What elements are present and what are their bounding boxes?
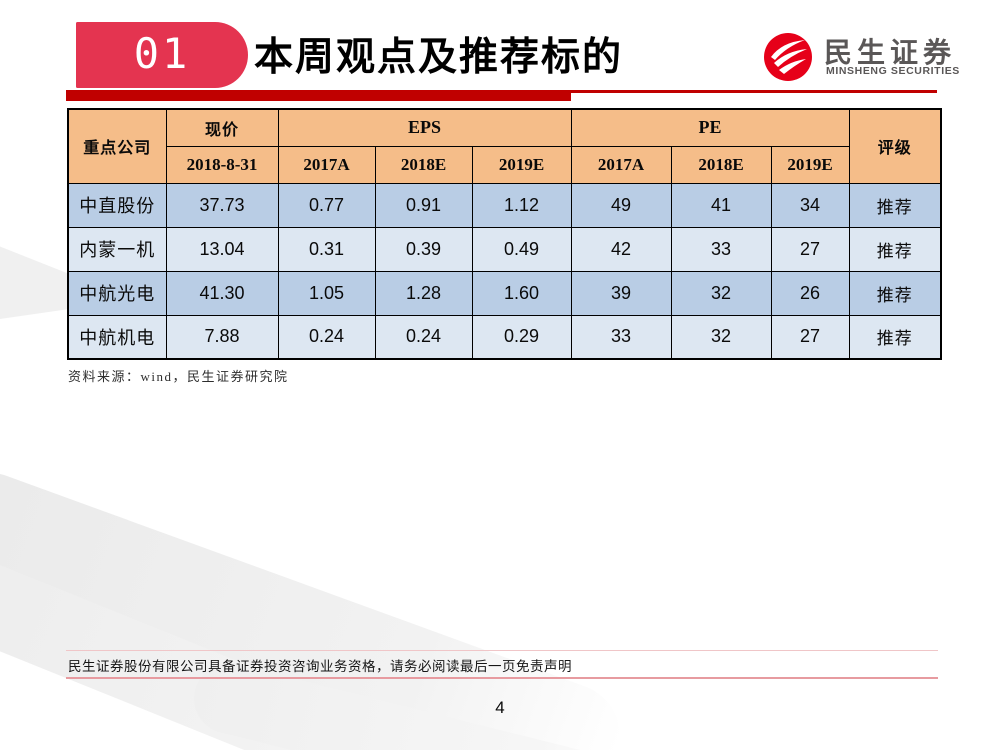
cell-eps: 0.39 (374, 226, 473, 272)
cell-pe: 27 (770, 314, 850, 360)
page-number: 4 (495, 698, 505, 717)
col-header-eps-2019e: 2019E (471, 145, 572, 184)
footer-divider-top (66, 650, 938, 651)
cell-eps: 0.91 (374, 182, 473, 228)
cell-eps: 1.28 (374, 270, 473, 316)
col-header-price: 现价 (165, 108, 279, 147)
title-underline-thick (66, 90, 571, 101)
col-header-eps-2018e: 2018E (374, 145, 473, 184)
title-underline-thin (571, 90, 937, 93)
cell-eps: 0.29 (471, 314, 572, 360)
cell-price: 7.88 (165, 314, 279, 360)
cell-company: 中直股份 (67, 182, 167, 228)
cell-company: 内蒙一机 (67, 226, 167, 272)
cell-eps: 0.31 (277, 226, 376, 272)
col-group-eps: EPS (277, 108, 572, 147)
page-title: 本周观点及推荐标的 (254, 36, 624, 79)
logo-name-cn: 民生证券 (824, 37, 957, 68)
cell-price: 13.04 (165, 226, 279, 272)
cell-pe: 32 (670, 314, 772, 360)
footer-divider-bottom (66, 677, 938, 679)
cell-pe: 33 (670, 226, 772, 272)
cell-pe: 49 (570, 182, 672, 228)
cell-rating: 推荐 (848, 314, 942, 360)
col-header-eps-2017a: 2017A (277, 145, 376, 184)
col-header-price-date: 2018-8-31 (165, 145, 279, 184)
cell-price: 37.73 (165, 182, 279, 228)
cell-company: 中航光电 (67, 270, 167, 316)
cell-pe: 33 (570, 314, 672, 360)
cell-company: 中航机电 (67, 314, 167, 360)
section-number: 01 (133, 29, 191, 78)
cell-rating: 推荐 (848, 270, 942, 316)
cell-rating: 推荐 (848, 182, 942, 228)
col-header-pe-2018e: 2018E (670, 145, 772, 184)
col-header-company: 重点公司 (67, 108, 167, 184)
footer-disclaimer: 民生证券股份有限公司具备证券投资咨询业务资格，请务必阅读最后一页免责声明 (68, 659, 572, 674)
cell-pe: 26 (770, 270, 850, 316)
cell-pe: 42 (570, 226, 672, 272)
col-header-pe-2019e: 2019E (770, 145, 850, 184)
col-group-pe: PE (570, 108, 850, 147)
cell-eps: 0.77 (277, 182, 376, 228)
cell-pe: 32 (670, 270, 772, 316)
cell-eps: 0.24 (374, 314, 473, 360)
logo-name-en: MINSHENG SECURITIES (826, 65, 960, 77)
cell-rating: 推荐 (848, 226, 942, 272)
cell-pe: 39 (570, 270, 672, 316)
stock-table: 重点公司 现价 EPS PE 评级 2018-8-31 2017A 2018E … (67, 108, 943, 360)
minsheng-logo: 民生证券 MINSHENG SECURITIES (764, 31, 974, 85)
cell-pe: 34 (770, 182, 850, 228)
col-header-rating: 评级 (848, 108, 942, 184)
table-row: 内蒙一机 13.04 0.31 0.39 0.49 42 33 27 推荐 (67, 226, 942, 272)
cell-eps: 1.12 (471, 182, 572, 228)
cell-eps: 0.24 (277, 314, 376, 360)
cell-pe: 27 (770, 226, 850, 272)
table-row: 中航光电 41.30 1.05 1.28 1.60 39 32 26 推荐 (67, 270, 942, 316)
col-header-pe-2017a: 2017A (570, 145, 672, 184)
source-note: 资料来源：wind，民生证券研究院 (68, 369, 289, 384)
table-row: 中航机电 7.88 0.24 0.24 0.29 33 32 27 推荐 (67, 314, 942, 360)
cell-eps: 1.60 (471, 270, 572, 316)
cell-pe: 41 (670, 182, 772, 228)
minsheng-logo-icon (764, 33, 812, 81)
table-row: 中直股份 37.73 0.77 0.91 1.12 49 41 34 推荐 (67, 182, 942, 228)
cell-eps: 0.49 (471, 226, 572, 272)
cell-eps: 1.05 (277, 270, 376, 316)
section-number-banner: 01 (76, 22, 248, 88)
cell-price: 41.30 (165, 270, 279, 316)
